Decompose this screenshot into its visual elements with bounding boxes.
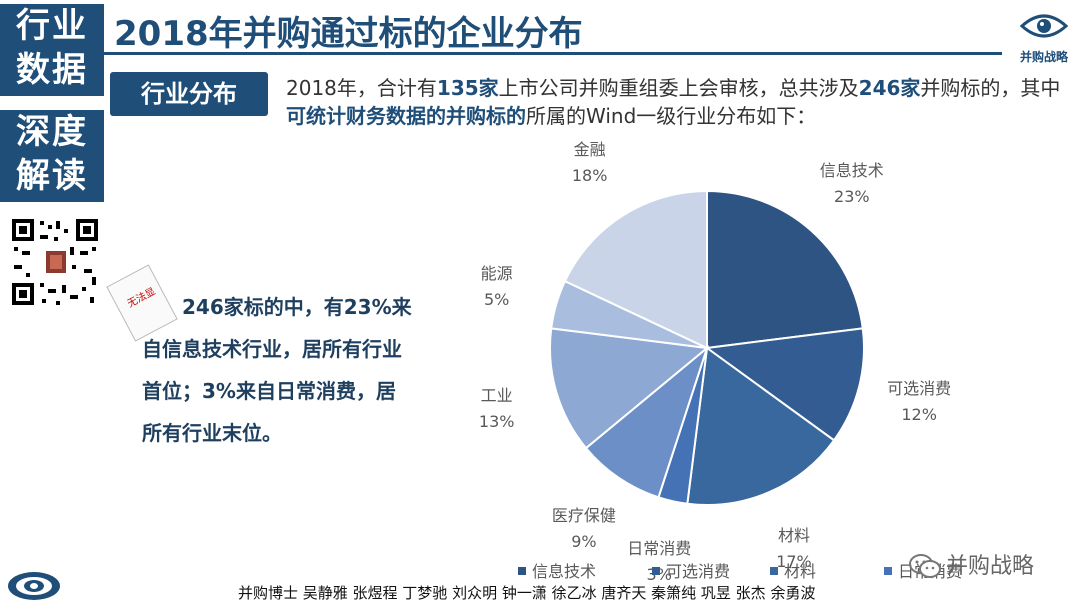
insight-line: 246家标的中，有23%来 bbox=[182, 295, 412, 319]
legend-swatch bbox=[884, 567, 892, 575]
sidebar: 行业 数据 深度 解读 bbox=[0, 0, 104, 608]
eye-logo-icon bbox=[1020, 14, 1068, 38]
legend-label: 材料 bbox=[784, 562, 817, 581]
pie-slice bbox=[657, 347, 708, 505]
sidebar-block-data: 行业 数据 bbox=[0, 4, 104, 96]
pie-value-label: 17% bbox=[776, 551, 812, 571]
pie-slice bbox=[549, 327, 710, 450]
insight-line: 所有行业末位。 bbox=[142, 421, 282, 445]
legend-swatch bbox=[518, 567, 526, 575]
qr-code-icon bbox=[10, 217, 100, 307]
pie-category-label: 日常消费 bbox=[627, 538, 692, 558]
legend-label: 可选消费 bbox=[666, 562, 731, 581]
pie-slice bbox=[706, 189, 864, 350]
legend-item: 信息技术 bbox=[518, 558, 596, 582]
sidebar-text: 深度 bbox=[16, 112, 88, 152]
pie-slice-label: 材料 17% bbox=[749, 523, 839, 575]
pie-slice-label: 能源 5% bbox=[452, 261, 542, 313]
pie-slice bbox=[563, 189, 708, 350]
pie-slice-label: 可选消费 12% bbox=[874, 376, 964, 428]
pie-category-label: 工业 bbox=[480, 386, 513, 406]
pie-value-label: 9% bbox=[571, 532, 597, 552]
legend-swatch bbox=[770, 567, 778, 575]
wechat-account-name: 并购战略 bbox=[946, 554, 1035, 579]
pie-slice bbox=[550, 279, 708, 349]
section-label: 行业分布 bbox=[110, 72, 268, 116]
legend-label: 信息技术 bbox=[532, 562, 597, 581]
intro-text: 2018年，合计有 bbox=[286, 76, 437, 100]
pie-value-label: 12% bbox=[901, 405, 937, 425]
sidebar-text: 数据 bbox=[16, 50, 88, 90]
sidebar-block-analysis: 深度 解读 bbox=[0, 110, 104, 202]
pie-category-label: 能源 bbox=[480, 263, 513, 283]
wechat-icon bbox=[909, 554, 941, 578]
pie-value-label: 18% bbox=[571, 166, 608, 186]
sidebar-text: 行业 bbox=[16, 6, 88, 46]
page-title: 2018年并购通过标的企业分布 bbox=[114, 14, 583, 54]
pie-category-label: 可选消费 bbox=[887, 379, 952, 399]
insight-text: 246家标的中，有23%来 自信息技术行业，居所有行业 首位；3%来自日常消费，… bbox=[142, 286, 452, 454]
brand-logo: 并购战略 bbox=[1010, 8, 1078, 64]
intro-highlight: 135家 bbox=[436, 76, 499, 100]
title-divider bbox=[104, 52, 1002, 55]
insight-line: 首位；3%来自日常消费，居 bbox=[142, 379, 396, 403]
intro-text: 上市公司并购重组委上会审核，总共涉及 bbox=[498, 76, 859, 100]
pie-slice bbox=[704, 327, 865, 442]
pie-value-label: 23% bbox=[834, 186, 870, 206]
pie-category-label: 金融 bbox=[573, 140, 606, 160]
author-credits: 并购博士 吴静雅 张煜程 丁梦驰 刘众明 钟一潇 徐乙冰 唐齐天 秦箫纯 巩昱 … bbox=[238, 584, 816, 602]
brand-logo-text: 并购战略 bbox=[1019, 50, 1068, 64]
insight-line: 自信息技术行业，居所有行业 bbox=[142, 337, 402, 361]
intro-paragraph: 2018年，合计有135家上市公司并购重组委上会审核，总共涉及246家并购标的，… bbox=[286, 74, 1066, 130]
sidebar-text: 解读 bbox=[16, 156, 88, 196]
legend-swatch bbox=[652, 567, 660, 575]
intro-highlight: 246家 bbox=[858, 76, 921, 100]
pie-value-label: 5% bbox=[483, 289, 510, 309]
pie-slice-label: 信息技术 23% bbox=[807, 158, 897, 210]
pie-slice bbox=[686, 346, 836, 506]
pie-category-label: 材料 bbox=[777, 525, 810, 545]
pie-category-label: 医疗保健 bbox=[551, 506, 616, 526]
pie-value-label: 13% bbox=[478, 412, 515, 432]
intro-highlight: 可统计财务数据的并购标的 bbox=[286, 104, 526, 128]
pie-slice-label: 工业 13% bbox=[452, 383, 542, 435]
legend-item: 可选消费 bbox=[652, 558, 730, 582]
wechat-watermark: 并购战略 bbox=[908, 548, 1034, 580]
pie-slice bbox=[584, 345, 710, 499]
pie-slice-label: 金融 18% bbox=[545, 137, 635, 189]
intro-text: 并购标的，其中 bbox=[920, 76, 1061, 100]
intro-text: 所属的Wind一级行业分布如下： bbox=[526, 104, 817, 128]
pie-slice-label: 医疗保健 9% bbox=[539, 503, 629, 555]
pie-category-label: 信息技术 bbox=[819, 160, 884, 180]
footer-logo-icon bbox=[8, 572, 60, 600]
legend-item: 材料 bbox=[770, 558, 816, 582]
